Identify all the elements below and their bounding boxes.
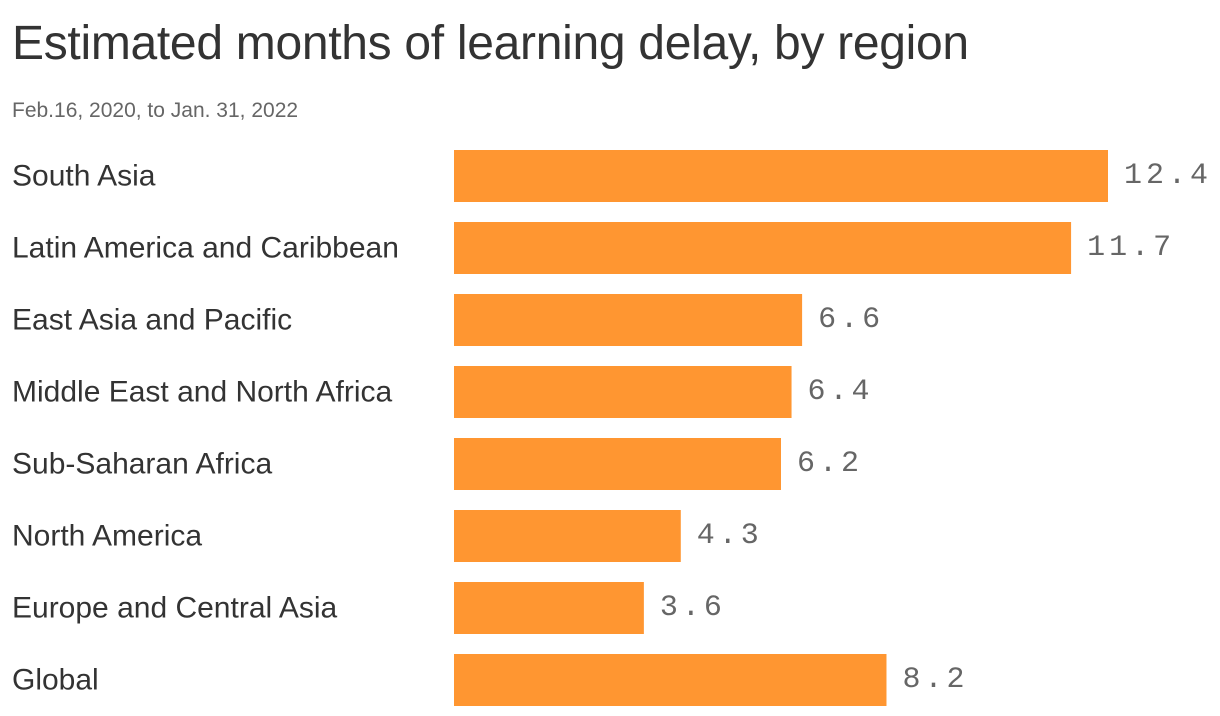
category-label: Global <box>12 664 99 697</box>
bar <box>454 582 644 634</box>
bar <box>454 510 681 562</box>
bar <box>454 366 792 418</box>
category-label: Sub-Saharan Africa <box>12 448 272 481</box>
category-label: Latin America and Caribbean <box>12 232 399 265</box>
value-label: 11.7 <box>1087 231 1175 265</box>
bar <box>454 222 1072 274</box>
category-label: South Asia <box>12 160 156 193</box>
value-label: 8.2 <box>902 663 968 697</box>
value-label: 4.3 <box>697 519 763 553</box>
value-label: 6.2 <box>797 447 863 481</box>
value-label: 6.4 <box>808 375 874 409</box>
category-label: Europe and Central Asia <box>12 592 338 625</box>
category-label: North America <box>12 520 202 553</box>
value-label: 3.6 <box>660 591 726 625</box>
category-label: East Asia and Pacific <box>12 304 292 337</box>
value-label: 6.6 <box>818 303 884 337</box>
bar <box>454 294 803 346</box>
category-label: Middle East and North Africa <box>12 376 393 409</box>
bar <box>454 654 887 706</box>
bar <box>454 150 1108 202</box>
chart-subtitle: Feb.16, 2020, to Jan. 31, 2022 <box>12 99 299 122</box>
chart-title: Estimated months of learning delay, by r… <box>12 17 969 70</box>
bar <box>454 438 781 490</box>
value-label: 12.4 <box>1124 159 1212 193</box>
